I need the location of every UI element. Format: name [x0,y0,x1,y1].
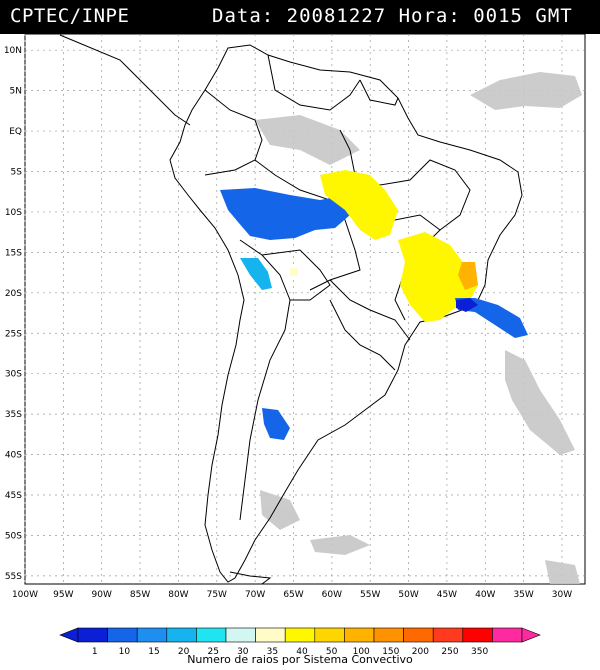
lat-tick-label: 35S [5,410,22,420]
colorbar-tick-label: 15 [148,647,159,657]
lat-tick-label: 50S [5,531,22,541]
lon-tick-label: 45W [437,590,457,600]
storm-pale-bolivia [290,268,298,276]
border-venezuela [267,54,361,111]
border-brazil-west [254,159,361,291]
colorbar-swatch [344,627,375,643]
border-central-america [59,34,191,126]
colorbar-swatch [314,627,345,643]
lat-tick-label: 5S [11,168,23,178]
colorbar [59,627,541,643]
agency-title: CPTEC/INPE [10,5,130,27]
lon-tick-label: 80W [168,590,188,600]
title-bar: CPTEC/INPE Data: 20081227 Hora: 0015 GMT [0,0,600,34]
cloud-south-atlantic [310,535,370,555]
colorbar-caption: Numero de raios por Sistema Convectivo [187,653,413,666]
lon-tick-label: 70W [245,590,265,600]
lon-tick-label: 75W [207,590,227,600]
colorbar-tick-label: 250 [441,647,458,657]
lat-tick-label: 45S [5,491,22,501]
lon-tick-label: 40W [475,590,495,600]
storm-yellow-north [320,170,398,240]
lat-tick-label: 5N [10,87,22,97]
colorbar-tick-label: 1 [92,647,98,657]
border-guianas [359,79,399,106]
colorbar-swatch [255,627,286,643]
lat-tick-label: 20S [5,289,22,299]
colorbar-tick-labels: 1 10 15 20 25 30 35 40 50 100 150 200 250 350 [92,647,489,657]
cloud-atlantic-north [470,72,582,110]
lat-tick-label: 55S [5,572,22,582]
lat-tick-label: 10S [5,208,22,218]
storm-cyan-bolivia [240,258,272,290]
colorbar-tick-label: 200 [412,647,429,657]
lon-tick-label: 30W [552,590,572,600]
colorbar-swatch [136,627,168,643]
lon-tick-label: 35W [513,590,533,600]
colorbar-swatch [492,627,523,643]
lon-tick-label: 85W [130,590,150,600]
colorbar-swatch [432,627,464,643]
lat-tick-label: 25S [5,329,22,339]
cloud-amazon [255,115,360,165]
latitude-tick-labels: 10N 5N EQ 5S 10S 15S 20S 25S 30S 35S 40S 45S 50S 55S [4,46,22,582]
lon-tick-label: 95W [53,590,73,600]
colorbar-swatch [403,627,434,643]
lon-tick-label: 60W [322,590,342,600]
colorbar-tick-label: 20 [178,647,190,657]
colorbar-swatch [77,627,108,643]
cloud-atlantic-south [505,350,575,455]
colorbar-tick-label: 100 [353,647,370,657]
storm-blue-northwest [220,188,350,240]
lat-tick-label: 10N [4,46,22,56]
colorbar-swatch [373,627,404,643]
colorbar-tick-label: 35 [267,647,278,657]
border-tierra-del-fuego [229,571,272,585]
colorbar-tick-label: 30 [237,647,249,657]
border-bolivia [261,249,331,301]
colorbar-swatch [166,627,197,643]
colorbar-swatch [284,627,316,643]
colorbar-tick-label: 40 [296,647,308,657]
storm-orange-east [458,262,478,290]
colorbar-swatch [107,627,138,643]
grid-lines [24,34,585,584]
colorbar-tick-label: 50 [326,647,338,657]
colorbar-swatch [462,627,493,643]
lon-tick-label: 100W [12,590,38,600]
lon-tick-label: 55W [360,590,380,600]
lon-tick-label: 90W [92,590,112,600]
lat-tick-label: 40S [5,451,22,461]
colorbar-swatch [225,627,256,643]
colorbar-swatch [196,627,227,643]
storm-darkblue-east [456,298,478,312]
lon-tick-label: 50W [398,590,418,600]
colorbar-arrow-right [521,627,541,643]
colorbar-tick-label: 150 [382,647,399,657]
storm-blue-east [455,298,528,338]
colorbar-arrow-left [59,627,79,643]
border-andes [239,239,291,521]
border-brazil-south [329,279,411,341]
convective-systems [220,170,528,440]
colorbar-tick-label: 350 [471,647,488,657]
colorbar-tick-label: 10 [119,647,131,657]
colorbar-tick-label: 25 [207,647,218,657]
lat-tick-label: EQ [9,127,22,137]
timestamp-title: Data: 20081227 Hora: 0015 GMT [212,5,573,27]
lat-tick-label: 30S [5,370,22,380]
south-america-outline [169,44,523,583]
cloud-cover [255,72,582,584]
longitude-tick-labels: 100W 95W 90W 85W 80W 75W 70W 65W 60W 55W 50W 45W 40W… [12,590,572,600]
storm-blue-argentina [262,408,290,440]
border-paraguay-uruguay [329,299,396,371]
cloud-patagonia [260,490,300,530]
lat-tick-label: 15S [5,248,22,258]
cloud-southeast [545,560,580,584]
border-colombia [204,89,263,176]
lon-tick-label: 65W [283,590,303,600]
